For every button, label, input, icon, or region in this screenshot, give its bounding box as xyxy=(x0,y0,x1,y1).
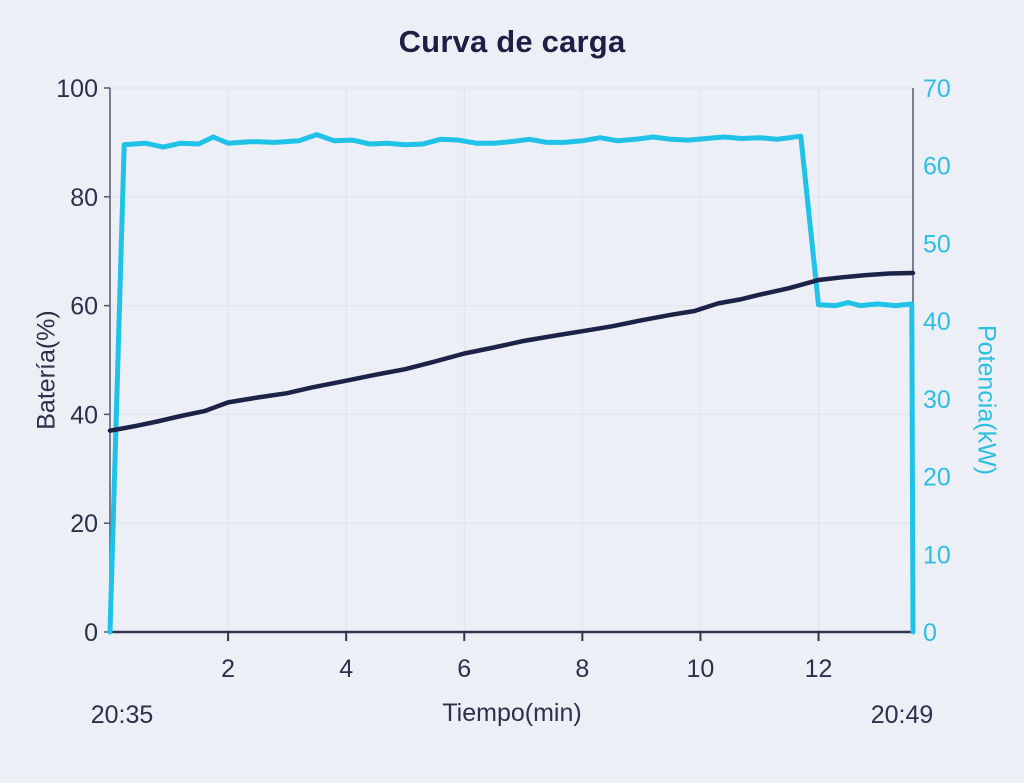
left-tick-label: 100 xyxy=(56,75,98,103)
right-tick-label: 70 xyxy=(923,75,951,103)
left-axis-title: Batería(%) xyxy=(32,310,61,430)
left-tick-label: 80 xyxy=(70,184,98,212)
right-tick-label: 60 xyxy=(923,153,951,181)
right-tick-label: 40 xyxy=(923,308,951,336)
left-tick-label: 20 xyxy=(70,510,98,538)
x-tick-label: 6 xyxy=(457,655,471,683)
right-tick-label: 10 xyxy=(923,541,951,569)
x-tick-label: 10 xyxy=(687,655,715,683)
right-tick-label: 20 xyxy=(923,464,951,492)
power-line xyxy=(107,132,916,635)
chart-title: Curva de carga xyxy=(398,24,626,59)
x-tick-label: 4 xyxy=(339,655,353,683)
left-tick-label: 40 xyxy=(70,401,98,429)
end-time-label: 20:49 xyxy=(870,701,934,729)
x-tick-label: 12 xyxy=(805,655,833,683)
start-time-label: 20:35 xyxy=(90,701,154,729)
right-tick-label: 30 xyxy=(923,386,951,414)
x-tick-label: 8 xyxy=(575,655,589,683)
left-tick-label: 0 xyxy=(84,619,98,647)
x-axis-title: Tiempo(min) xyxy=(442,699,582,727)
battery-line xyxy=(107,270,916,433)
left-tick-label: 60 xyxy=(70,293,98,321)
right-tick-label: 0 xyxy=(923,619,937,647)
right-tick-label: 50 xyxy=(923,230,951,258)
right-axis-title: Potencia(kW) xyxy=(972,324,1001,476)
x-tick-label: 2 xyxy=(221,655,235,683)
